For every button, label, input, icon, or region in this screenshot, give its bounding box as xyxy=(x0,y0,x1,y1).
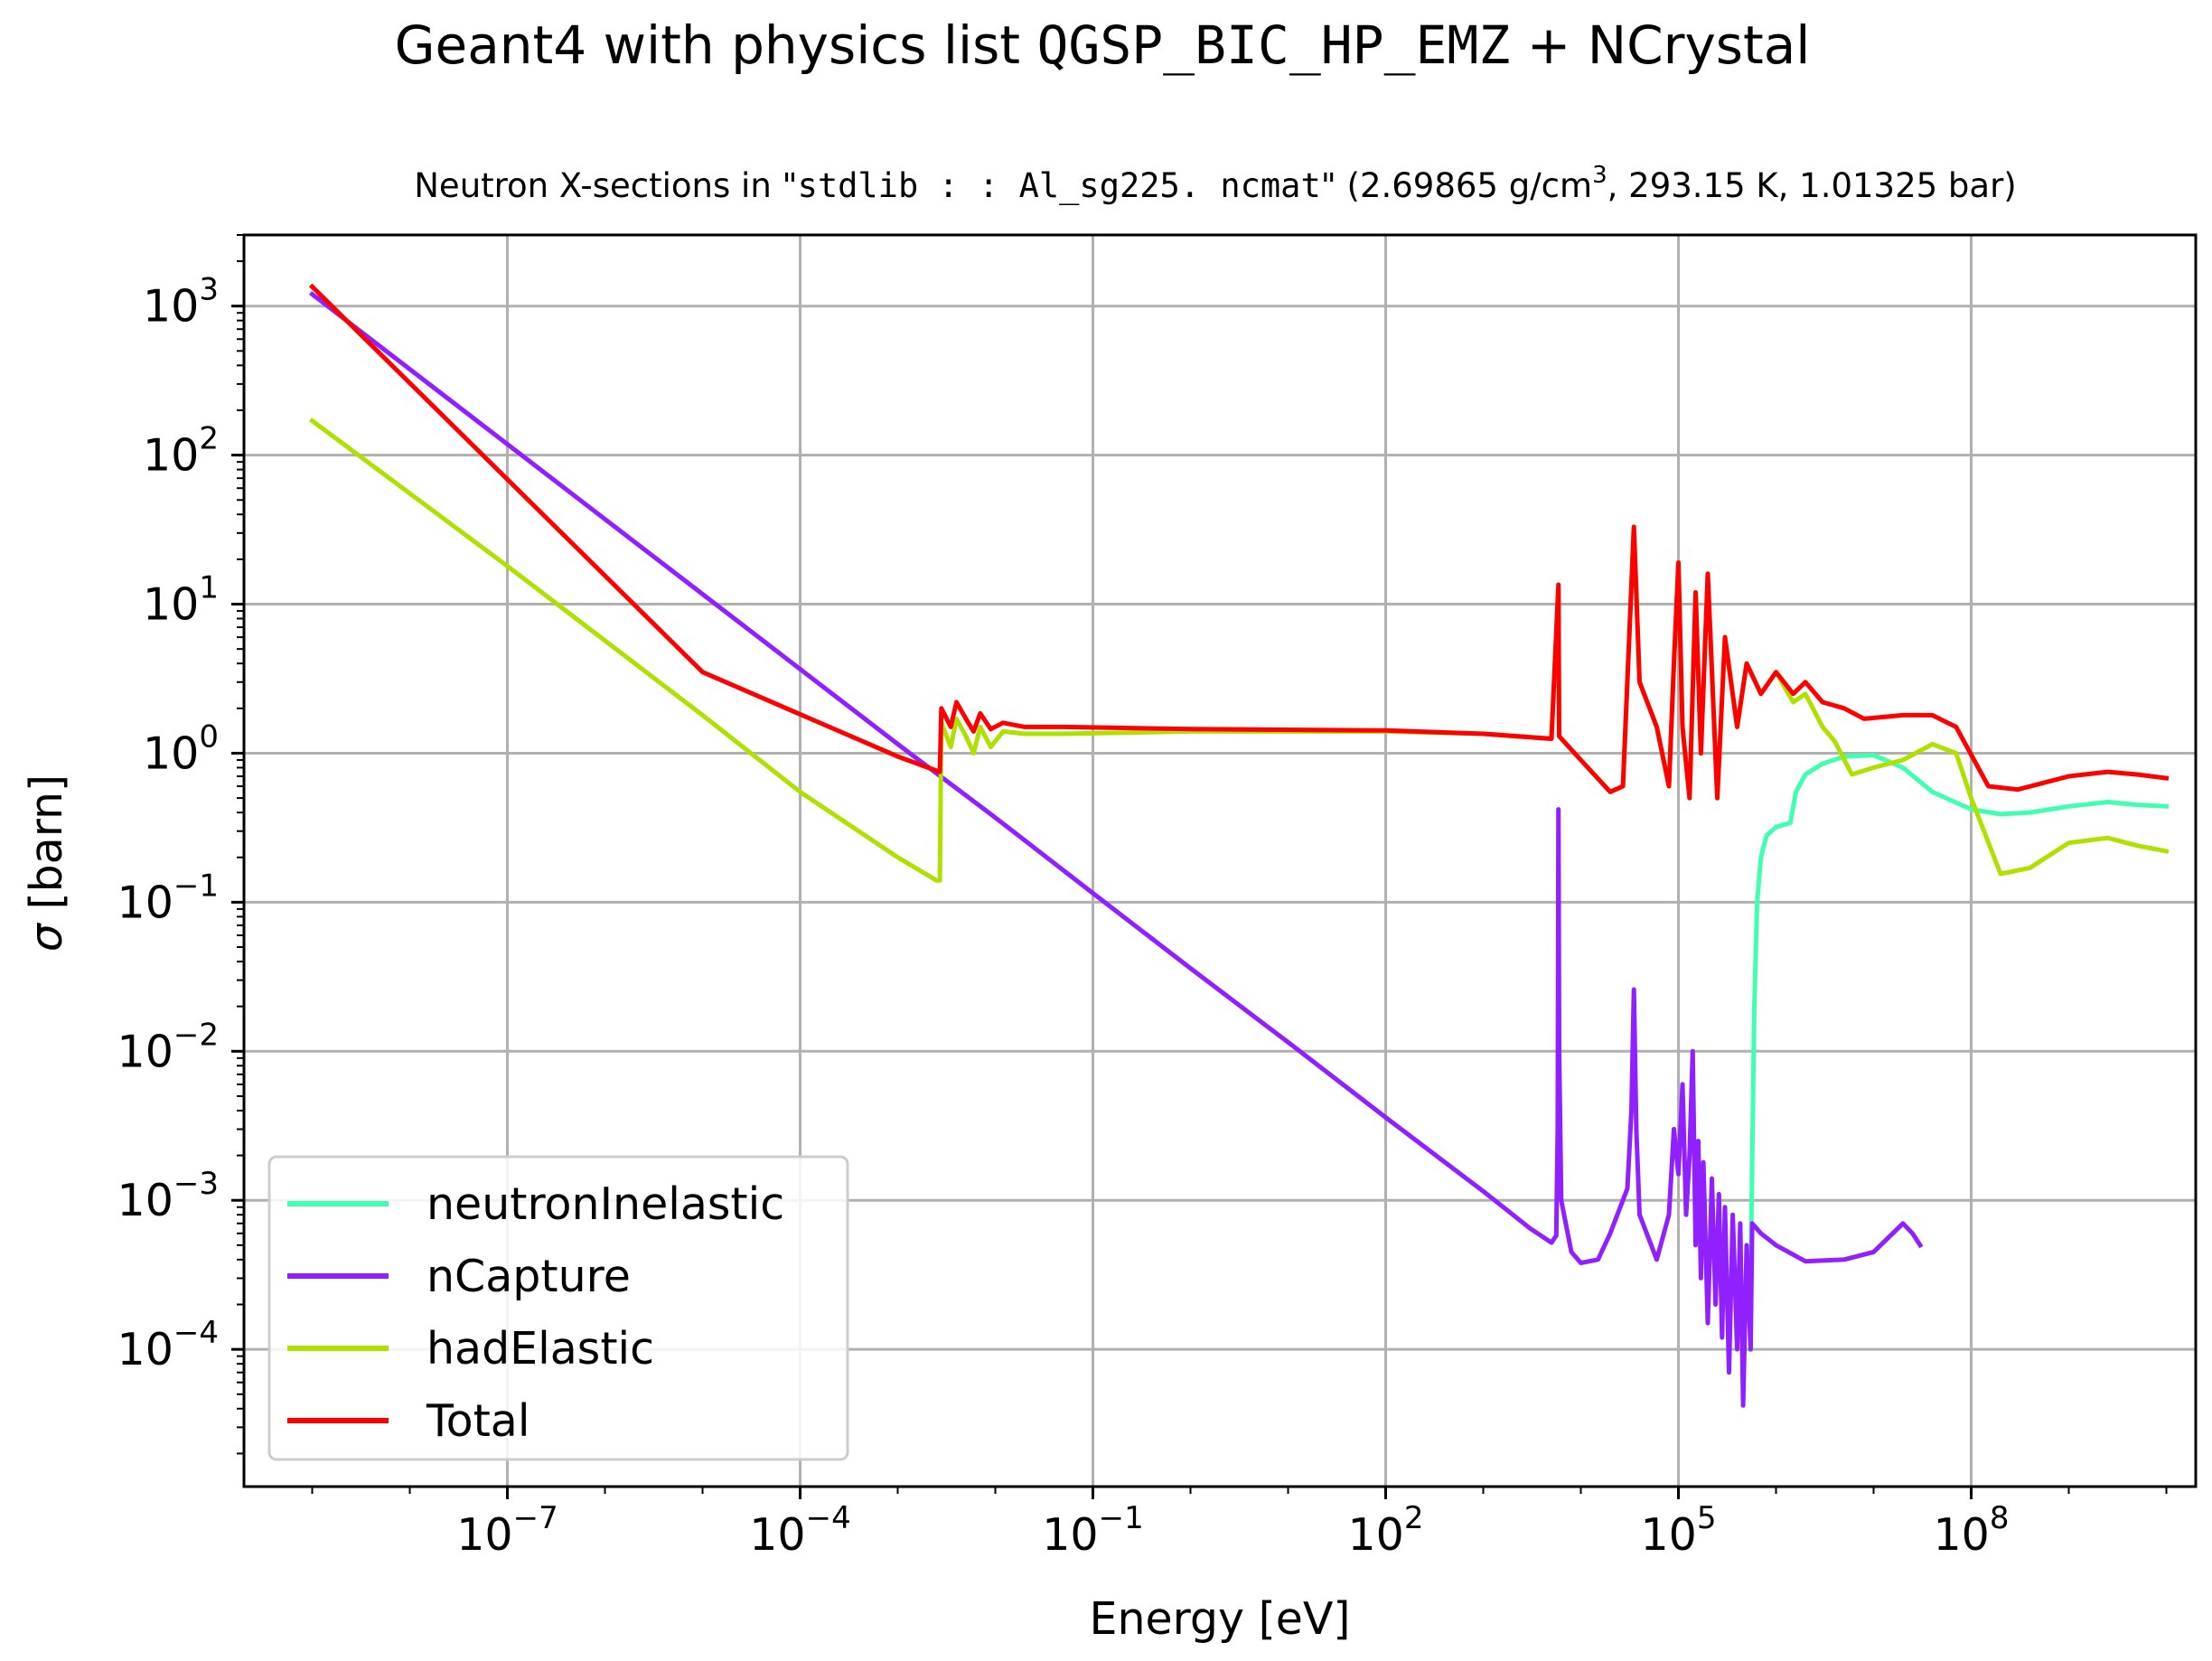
figure-title: Geant4 with physics list QGSP_BIC_HP_EMZ… xyxy=(395,14,1811,76)
x-tick-label: 10−1 xyxy=(1042,1500,1143,1561)
series-line-total xyxy=(308,283,2170,801)
legend-frame xyxy=(267,1155,849,1461)
series-line-neutroninelastic xyxy=(1748,753,2170,1352)
legend-label: hadElastic xyxy=(426,1323,654,1375)
y-tick-label: 100 xyxy=(143,718,219,779)
y-axis-label-unit: [barn] xyxy=(21,774,72,924)
x-tick-label: 10−4 xyxy=(749,1500,850,1561)
x-axis-label: Energy [eV] xyxy=(1089,1593,1350,1645)
y-axis-label: σ [barn] xyxy=(21,774,72,952)
x-tick-label: 102 xyxy=(1347,1500,1423,1561)
y-tick-label: 101 xyxy=(143,570,219,631)
y-tick-label: 10−2 xyxy=(117,1017,219,1077)
axes-title-material: stdlib : : Al_sg225. ncmat xyxy=(798,166,1321,206)
y-axis: 10−4 10−3 10−2 10−1 100 101 102 103 xyxy=(117,234,244,1455)
x-tick-label: 10−7 xyxy=(456,1500,558,1561)
x-tick-label: 108 xyxy=(1933,1500,2009,1561)
y-tick-label: 102 xyxy=(143,421,219,482)
x-tick-label: 105 xyxy=(1640,1500,1716,1561)
y-tick-label: 10−1 xyxy=(117,868,219,928)
axes-title: Neutron X-sections in "stdlib : : Al_sg2… xyxy=(414,162,2016,206)
x-axis: 10−7 10−4 10−1 102 105 108 xyxy=(311,1487,2168,1561)
legend-label: nCapture xyxy=(426,1251,631,1302)
series-line-ncapture xyxy=(308,291,1924,1408)
axes-frame xyxy=(242,233,2198,1488)
y-tick-label: 10−4 xyxy=(117,1315,219,1375)
y-axis-label-symbol: σ xyxy=(21,922,72,952)
legend-label: Total xyxy=(426,1395,530,1447)
y-tick-label: 10−3 xyxy=(117,1166,219,1226)
series-lines xyxy=(308,283,2170,1408)
legend-label: neutronInelastic xyxy=(426,1178,784,1230)
figure-title-prefix: Geant4 with physics list xyxy=(395,14,1037,76)
figure-title-suffix: + NCrystal xyxy=(1510,14,1810,76)
legend: neutronInelastic nCapture hadElastic Total xyxy=(267,1155,849,1461)
y-tick-label: 103 xyxy=(143,272,219,333)
figure-title-physics-list: QGSP_BIC_HP_EMZ xyxy=(1036,14,1510,76)
